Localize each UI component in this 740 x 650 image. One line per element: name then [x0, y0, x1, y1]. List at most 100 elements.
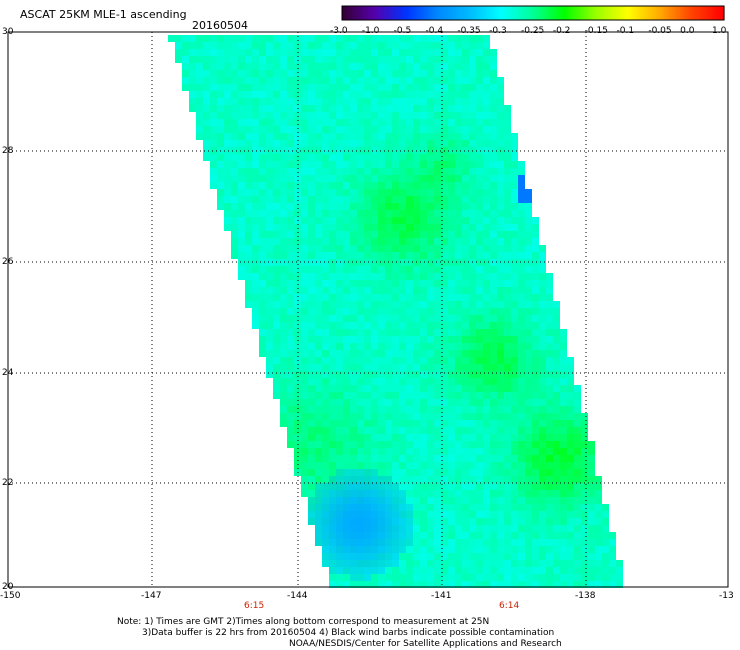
swath-cell [518, 420, 525, 427]
swath-cell [413, 294, 420, 301]
swath-cell [525, 581, 532, 588]
swath-cell [420, 63, 427, 70]
swath-cell [378, 315, 385, 322]
colorbar-cell [642, 6, 645, 20]
swath-cell [448, 462, 455, 469]
swath-cell [413, 469, 420, 476]
swath-cell [406, 182, 413, 189]
swath-cell [483, 483, 490, 490]
swath-cell [504, 119, 511, 126]
swath-cell [329, 518, 336, 525]
swath-cell [392, 378, 399, 385]
swath-cell [581, 483, 588, 490]
swath-cell [420, 399, 427, 406]
colorbar-cell [556, 6, 559, 20]
swath-cell [315, 308, 322, 315]
swath-cell [203, 119, 210, 126]
swath-cell [336, 77, 343, 84]
swath-cell [455, 539, 462, 546]
swath-cell [406, 49, 413, 56]
swath-cell [399, 378, 406, 385]
swath-cell [539, 574, 546, 581]
swath-cell [434, 560, 441, 567]
swath-cell [504, 329, 511, 336]
swath-cell [315, 266, 322, 273]
swath-cell [385, 350, 392, 357]
swath-cell [350, 77, 357, 84]
swath-cell [357, 252, 364, 259]
swath-cell [343, 574, 350, 581]
swath-cell [280, 140, 287, 147]
swath-cell [483, 42, 490, 49]
swath-cell [343, 196, 350, 203]
swath-cell [371, 119, 378, 126]
swath-cell [357, 182, 364, 189]
swath-cell [357, 392, 364, 399]
swath-cell [364, 483, 371, 490]
colorbar-cell [680, 6, 683, 20]
swath-cell [588, 532, 595, 539]
swath-cell [469, 546, 476, 553]
swath-cell [434, 126, 441, 133]
swath-cell [469, 70, 476, 77]
swath-cell [315, 364, 322, 371]
swath-cell [469, 567, 476, 574]
swath-cell [560, 434, 567, 441]
swath-cell [539, 371, 546, 378]
swath-cell [210, 133, 217, 140]
swath-cell [350, 560, 357, 567]
swath-cell [539, 287, 546, 294]
swath-cell [280, 245, 287, 252]
swath-cell [602, 539, 609, 546]
swath-cell [490, 133, 497, 140]
swath-cell [329, 567, 336, 574]
swath-cell [364, 287, 371, 294]
swath-cell [476, 371, 483, 378]
swath-cell [448, 119, 455, 126]
swath-cell [448, 504, 455, 511]
swath-cell [448, 315, 455, 322]
swath-cell [294, 119, 301, 126]
swath-cell [595, 490, 602, 497]
swath-cell [553, 315, 560, 322]
swath-cell [287, 294, 294, 301]
swath-cell [511, 245, 518, 252]
swath-cell [308, 406, 315, 413]
swath-cell [343, 84, 350, 91]
swath-cell [273, 63, 280, 70]
swath-cell [287, 140, 294, 147]
swath-cell [595, 553, 602, 560]
swath-cell [196, 105, 203, 112]
swath-cell [203, 126, 210, 133]
swath-cell [308, 385, 315, 392]
swath-cell [385, 112, 392, 119]
swath-cell [532, 385, 539, 392]
swath-cell [525, 441, 532, 448]
swath-cell [357, 427, 364, 434]
swath-cell [217, 182, 224, 189]
colorbar-cell [712, 6, 715, 20]
swath-cell [308, 182, 315, 189]
colorbar-cell [408, 6, 411, 20]
swath-cell [427, 217, 434, 224]
swath-cell [483, 273, 490, 280]
swath-cell [539, 518, 546, 525]
swath-cell [532, 483, 539, 490]
swath-cell [322, 287, 329, 294]
swath-cell [539, 427, 546, 434]
swath-cell [469, 154, 476, 161]
swath-cell [609, 560, 616, 567]
swath-cell [280, 217, 287, 224]
swath-cell [448, 371, 455, 378]
swath-cell [539, 357, 546, 364]
colorbar-cell [388, 6, 391, 20]
swath-cell [308, 203, 315, 210]
colorbar-cell [660, 6, 663, 20]
swath-cell [329, 154, 336, 161]
swath-cell [399, 42, 406, 49]
swath-cell [385, 406, 392, 413]
swath-cell [315, 378, 322, 385]
swath-cell [539, 343, 546, 350]
map-title: ASCAT 25KM MLE-1 ascending [20, 8, 187, 21]
swath-cell [329, 378, 336, 385]
